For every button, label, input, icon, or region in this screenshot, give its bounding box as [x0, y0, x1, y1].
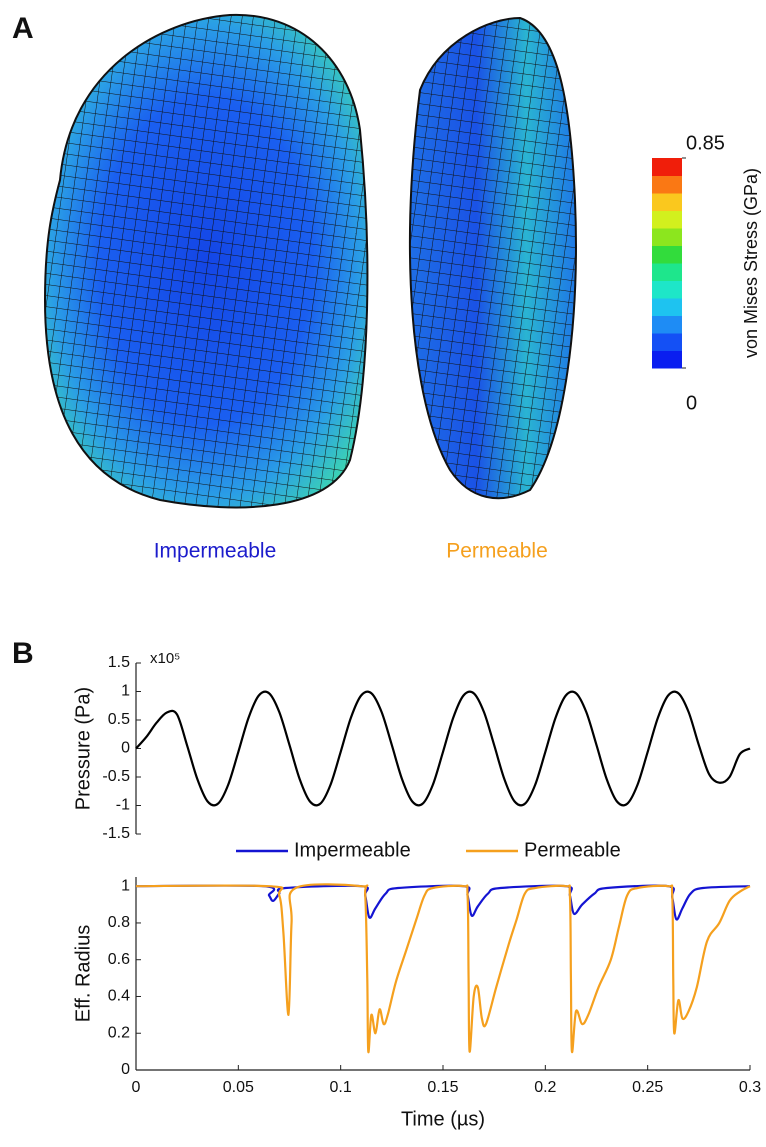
mesh-impermeable — [43, 13, 369, 509]
y-tick-label: 1.5 — [108, 654, 130, 671]
y-tick-label: 0 — [121, 1061, 130, 1078]
legend-label: Impermeable — [294, 839, 411, 861]
panel-label: A — [12, 12, 34, 45]
data-line — [135, 883, 751, 1054]
y-tick-label: 0.8 — [108, 914, 130, 931]
x-tick-label: 0.25 — [632, 1079, 663, 1096]
y-tick-label: 0.6 — [108, 951, 130, 968]
colorbar-swatch — [652, 228, 682, 246]
y-tick-label: -1 — [116, 797, 130, 814]
y-tick-label: -1.5 — [102, 825, 130, 842]
mesh-label: Permeable — [446, 540, 548, 563]
colorbar-swatch — [652, 193, 682, 211]
mesh-permeable — [409, 16, 577, 500]
y-axis-label: Pressure (Pa) — [72, 687, 94, 810]
colorbar-swatch — [652, 175, 682, 194]
axis-multiplier: x10⁵ — [150, 650, 180, 667]
data-line — [135, 690, 751, 807]
x-tick-label: 0.1 — [330, 1079, 352, 1096]
y-tick-label: 0.4 — [108, 988, 130, 1005]
panel-label: B — [12, 637, 34, 670]
colorbar-label: von Mises Stress (GPa) — [741, 168, 761, 358]
y-tick-label: 0 — [121, 740, 130, 757]
colorbar-swatch — [652, 210, 682, 229]
x-tick-label: 0.2 — [534, 1079, 556, 1096]
colorbar-swatch — [652, 333, 682, 351]
x-tick-label: 0.05 — [223, 1079, 254, 1096]
x-tick-label: 0.3 — [739, 1079, 761, 1096]
data-line — [135, 884, 751, 921]
x-tick-label: 0.15 — [427, 1079, 458, 1096]
y-tick-label: 1 — [121, 683, 130, 700]
colorbar-swatch — [652, 350, 682, 369]
colorbar-swatch — [652, 315, 682, 334]
x-tick-label: 0 — [132, 1079, 141, 1096]
colorbar-tick-label: 0.85 — [686, 132, 725, 154]
y-tick-label: 0.2 — [108, 1024, 130, 1041]
mesh-label: Impermeable — [154, 540, 277, 563]
colorbar-swatch — [652, 280, 682, 299]
legend-label: Permeable — [524, 839, 621, 861]
y-tick-label: 0.5 — [108, 711, 130, 728]
x-axis-label: Time (µs) — [401, 1108, 485, 1130]
y-tick-label: -0.5 — [102, 768, 130, 785]
colorbar-swatch — [652, 245, 682, 264]
y-axis-label: Eff. Radius — [72, 925, 94, 1022]
colorbar-swatch — [652, 263, 682, 281]
colorbar-swatch — [652, 158, 682, 176]
y-tick-label: 1 — [121, 877, 130, 894]
colorbar-tick-label: 0 — [686, 392, 697, 414]
colorbar-swatch — [652, 298, 682, 316]
